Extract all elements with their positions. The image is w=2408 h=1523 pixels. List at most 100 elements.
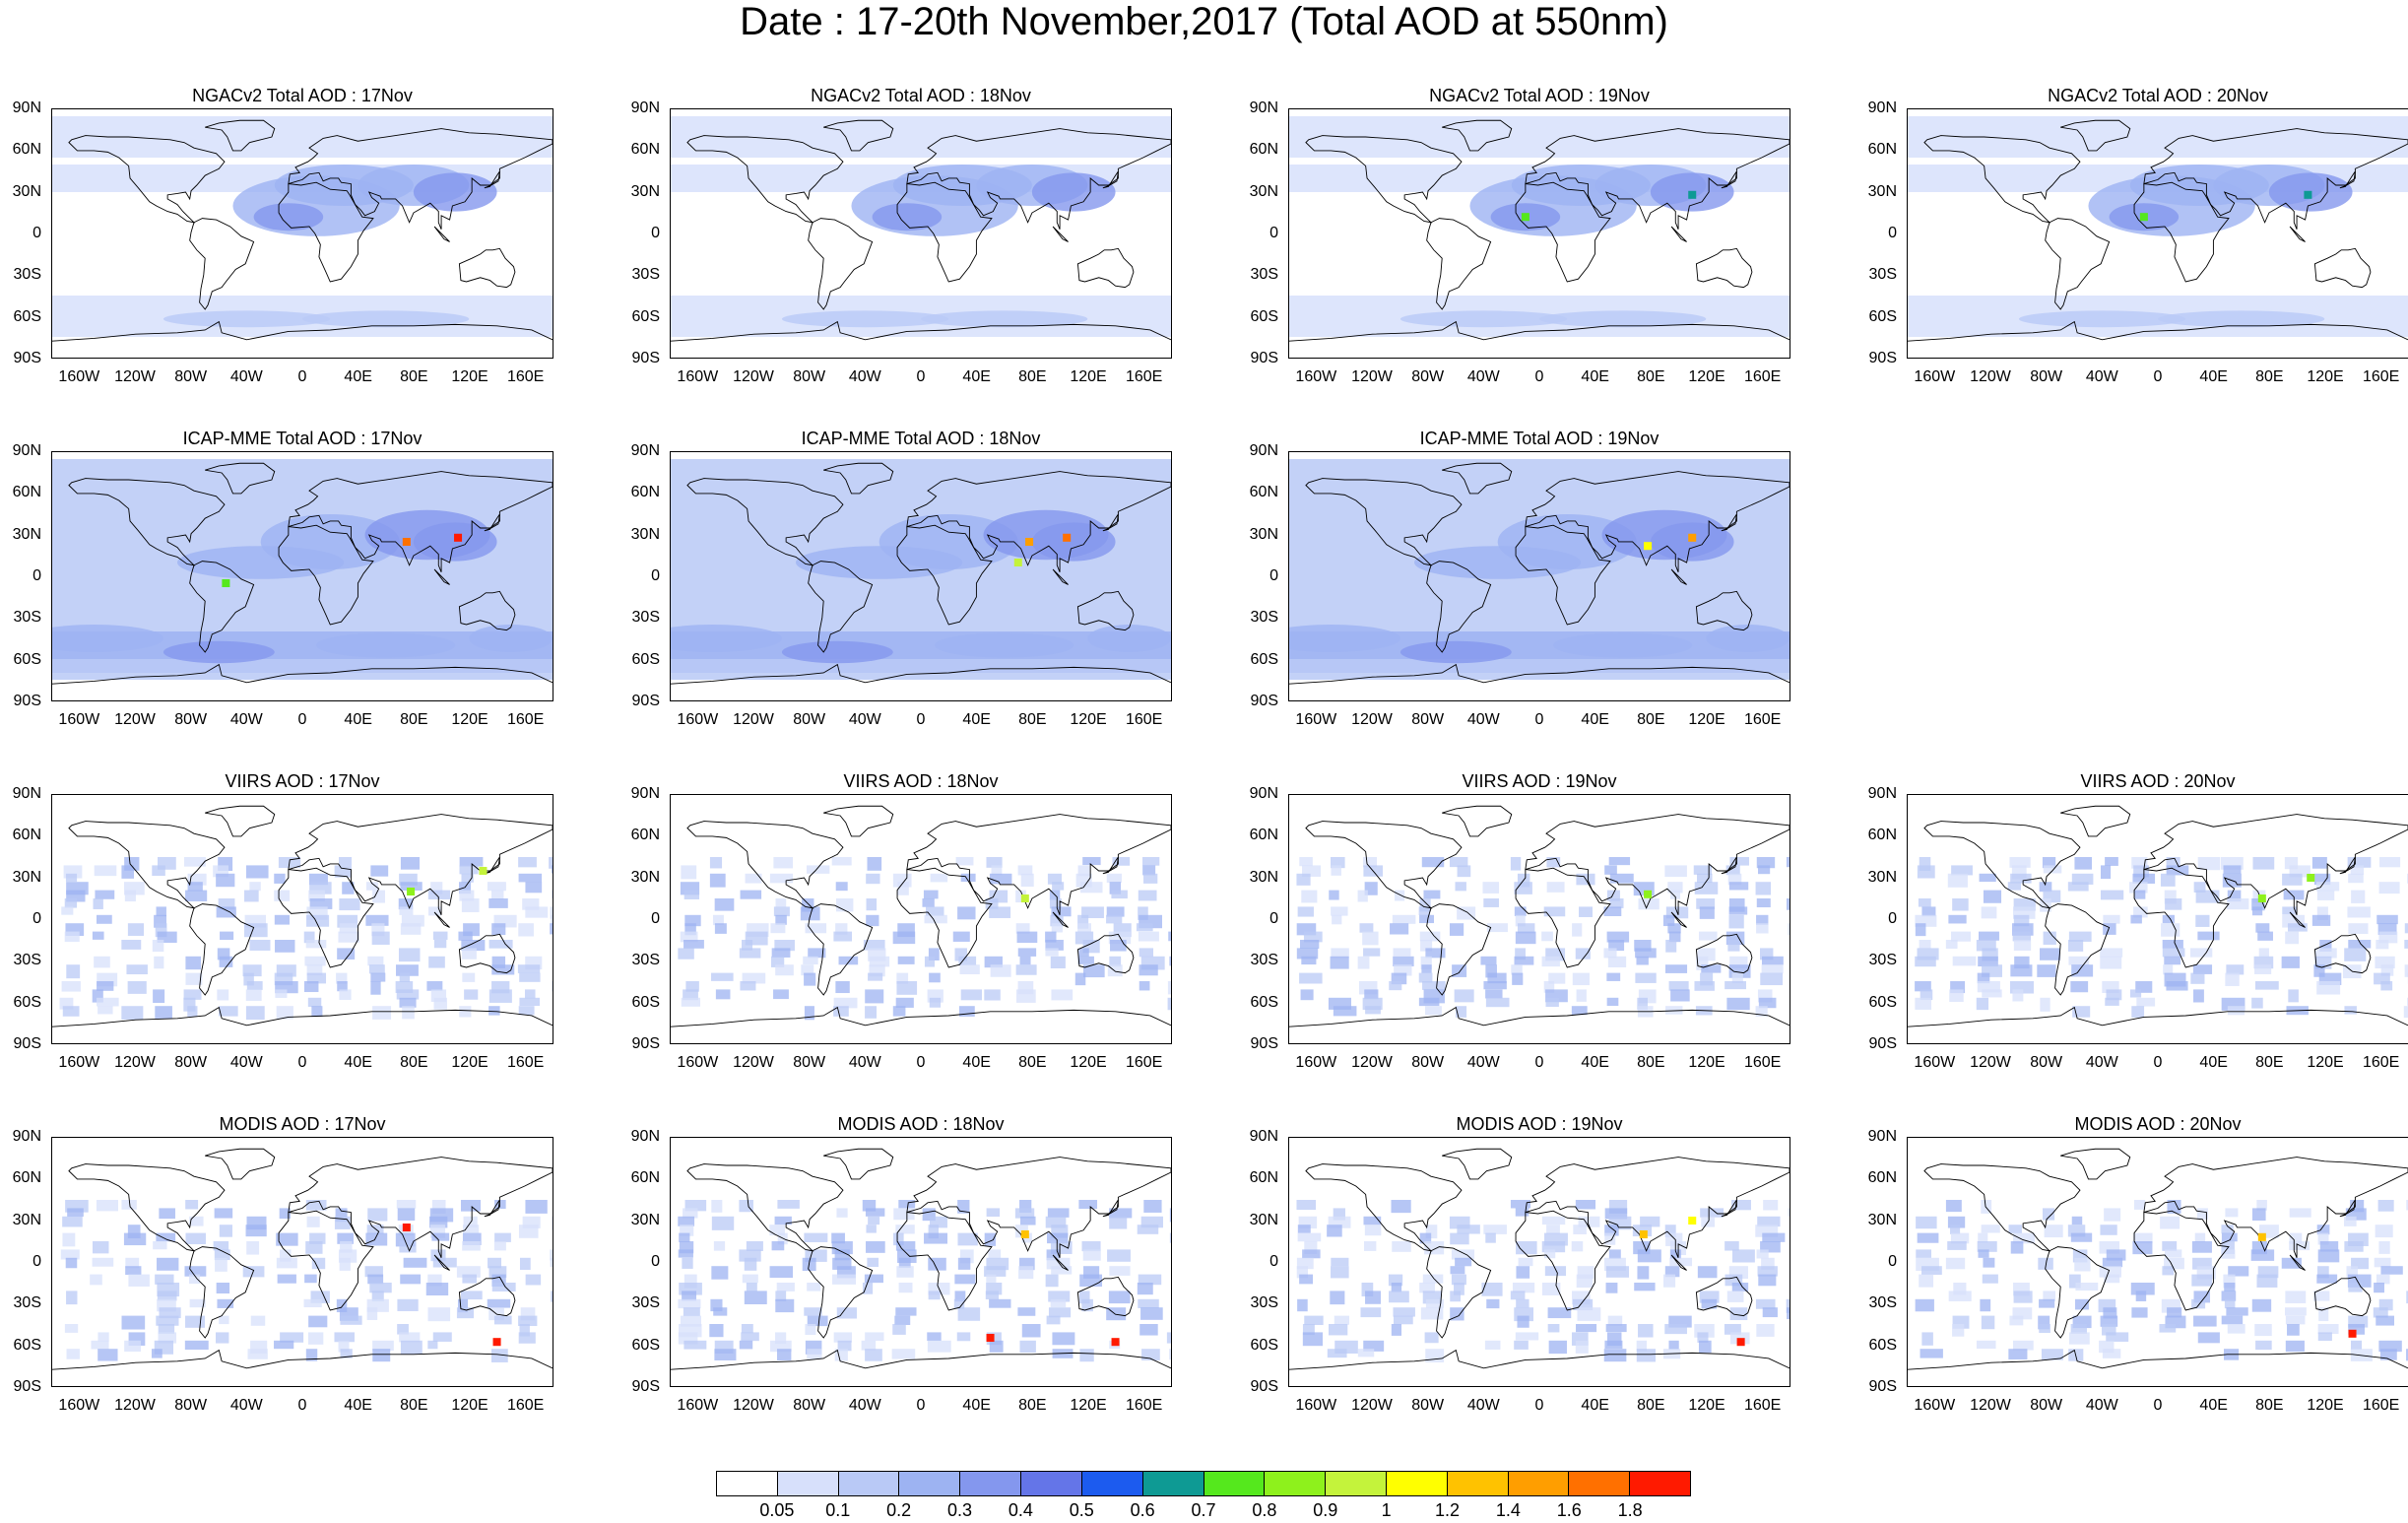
coastline [1721,513,1737,532]
coastline [896,181,993,283]
lon-tick-label: 120W [1351,1054,1393,1071]
lat-tick-label: 30S [1250,609,1278,627]
aod-swaths [1915,857,2408,1019]
lat-tick-label: 60N [1867,827,1897,844]
lon-tick-label: 120E [1688,1397,1725,1414]
map-svg [52,1148,553,1370]
antarctica-coastline [1289,320,1790,342]
map-plot [1907,794,2408,1044]
panel-title: NGACv2 Total AOD : 17Nov [192,86,413,105]
lat-tick-label: 30S [631,952,660,969]
coastline [1052,911,1069,928]
lon-tick-label: 120W [733,711,774,728]
lat-tick-label: 30S [1250,952,1278,969]
lon-tick-label: 40W [229,368,263,385]
coastline [1923,821,2081,909]
colorbar-label: 0.2 [886,1500,912,1520]
lat-tick-label: 30N [1249,182,1278,200]
map-svg [52,459,553,685]
lon-tick-label: 40E [344,368,372,385]
lat-tick-label: 90S [13,1378,41,1395]
lon-tick-label: 80W [793,1054,826,1071]
coastline [1426,561,1492,653]
aod-hotspot [2257,894,2266,903]
coastline [68,1163,226,1252]
map-plot [1907,1137,2408,1387]
coastline [1076,1276,1135,1317]
panel-title: ICAP-MME Total AOD : 18Nov [801,429,1041,448]
lon-tick-label: 120W [1970,368,2011,385]
lon-tick-label: 80E [400,1054,428,1071]
aod-swaths [1296,857,1790,1018]
lon-tick-label: 40W [848,1054,881,1071]
aod-swaths [678,857,1171,1021]
aod-hotspot [1063,533,1072,542]
lon-tick-label: 80E [2255,368,2284,385]
lon-tick-label: 160E [1743,711,1782,728]
lat-tick-label: 60S [631,1336,660,1354]
antarctica-coastline [1289,663,1790,685]
coastline [1670,568,1687,585]
aod-hotspot [407,887,416,896]
lon-tick-label: 120E [1070,711,1107,728]
map-svg [671,805,1171,1027]
lat-tick-label: 90N [1249,1128,1278,1145]
lon-tick-label: 40W [1466,1054,1500,1071]
coastline [896,524,993,626]
lat-tick-label: 60N [1249,484,1278,501]
colorbar-swatch [1265,1472,1327,1495]
coastline [1670,226,1687,242]
lat-tick-label: 30N [1867,182,1897,200]
lat-tick-label: 30N [12,182,41,200]
lon-tick-label: 120W [733,1397,774,1414]
aod-field [52,459,553,680]
lat-tick-label: 90N [1867,785,1897,802]
lat-tick-label: 0 [33,1253,41,1270]
lon-tick-label: 80E [1637,1397,1665,1414]
lat-tick-label: 90S [1868,1378,1897,1395]
lat-tick-label: 60N [12,1169,41,1187]
coastline [1695,933,1753,974]
hotspots [2139,190,2312,222]
coastline [1923,135,2081,224]
lat-tick-label: 0 [1269,567,1278,584]
coastline [458,247,516,289]
lat-tick-label: 90S [631,350,660,366]
coastline [1076,933,1135,974]
coastline [484,513,500,532]
coastline [1721,170,1737,189]
panel-title: VIIRS AOD : 17Nov [225,771,380,791]
coastline [288,128,553,230]
lon-tick-label: 80W [1411,1054,1445,1071]
lat-tick-label: 90N [12,1128,41,1145]
coastline [686,135,844,224]
lat-tick-label: 60S [631,307,660,325]
coastline [1102,1199,1119,1218]
lat-tick-label: 60N [630,141,660,159]
map-plot [1288,1137,1790,1387]
lon-tick-label: 80E [1018,1054,1047,1071]
map-svg [671,459,1171,685]
lat-tick-label: 90N [1867,99,1897,116]
colorbar-swatch [717,1472,778,1495]
lon-tick-label: 160E [506,1397,545,1414]
lon-tick-label: 120E [2307,1054,2344,1071]
lon-tick-label: 120E [451,1054,488,1071]
coastline [433,911,450,928]
lon-tick-label: 160W [1914,368,1956,385]
aod-hotspot [479,866,488,876]
lon-tick-label: 160W [58,711,100,728]
lon-tick-label: 160W [677,1397,719,1414]
lon-tick-label: 0 [916,1054,926,1071]
coastline [2339,170,2356,189]
lon-tick-label: 0 [2153,1054,2163,1071]
coastline [1525,128,1790,230]
coastline [1515,867,1611,968]
aod-hotspot [2139,213,2148,222]
lon-tick-label: 80W [1411,368,1445,385]
aod-hotspot [1025,537,1034,547]
coastline [288,471,553,572]
aod-hotspot [2348,1329,2357,1338]
antarctica-coastline [1908,320,2408,342]
coastline [1102,170,1119,189]
